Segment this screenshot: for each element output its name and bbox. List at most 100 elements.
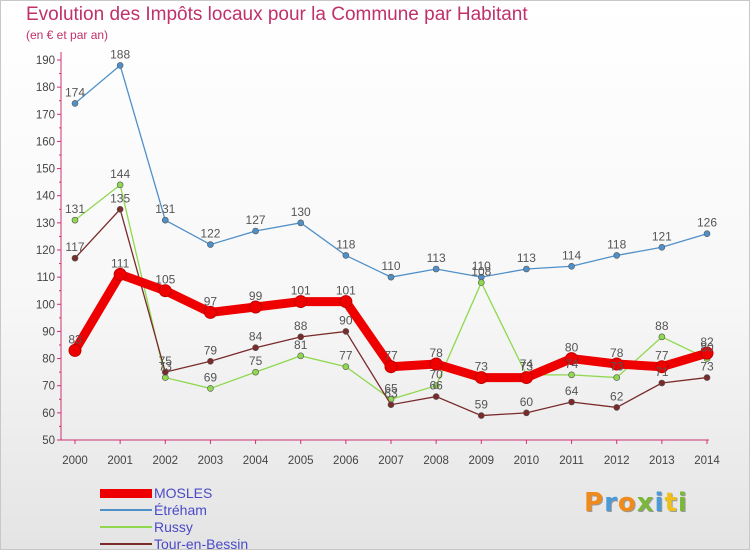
y-tick-label: 180 xyxy=(36,82,55,94)
data-point-russy xyxy=(432,382,440,390)
y-tick-label: 150 xyxy=(36,164,55,176)
data-point-tour-en-bessin xyxy=(568,398,575,406)
data-label-russy: 88 xyxy=(655,319,669,333)
legend-label-russy: Russy xyxy=(154,519,193,535)
data-label-mosles: 78 xyxy=(610,346,624,360)
data-point-tour-en-bessin xyxy=(703,374,711,381)
data-label-mosles: 73 xyxy=(475,360,489,374)
data-label-tour-en-bessin: 66 xyxy=(429,379,443,393)
data-point-etreham xyxy=(703,230,711,238)
data-label-etreham: 131 xyxy=(155,202,175,216)
data-point-mosles xyxy=(113,267,127,281)
legend-swatch-russy xyxy=(100,526,152,528)
y-tick-label: 140 xyxy=(36,191,55,203)
data-label-tour-en-bessin: 75 xyxy=(159,354,173,368)
data-label-russy: 73 xyxy=(610,360,624,374)
data-point-russy xyxy=(477,279,485,286)
data-point-tour-en-bessin xyxy=(432,393,440,400)
logo-letter: x xyxy=(636,488,655,518)
data-label-russy: 81 xyxy=(294,338,308,352)
data-label-mosles: 77 xyxy=(655,349,669,363)
data-label-etreham: 114 xyxy=(562,248,581,262)
data-point-tour-en-bessin xyxy=(523,409,530,417)
data-label-etreham: 127 xyxy=(246,213,266,227)
legend-swatch-mosles xyxy=(100,489,152,498)
y-tick-label: 170 xyxy=(36,109,55,121)
y-tick-label: 50 xyxy=(42,435,55,447)
data-label-tour-en-bessin: 60 xyxy=(520,395,534,409)
logo-letter: o xyxy=(617,488,637,518)
x-tick-label: 2014 xyxy=(694,455,720,467)
data-point-etreham xyxy=(432,265,440,273)
data-label-mosles: 77 xyxy=(384,349,398,363)
data-point-mosles xyxy=(294,295,308,309)
y-tick-label: 60 xyxy=(42,408,55,420)
data-label-tour-en-bessin: 84 xyxy=(249,330,263,344)
y-tick-label: 90 xyxy=(42,326,55,338)
data-point-etreham xyxy=(568,262,575,270)
data-label-mosles: 99 xyxy=(249,289,263,303)
y-tick-label: 110 xyxy=(37,272,55,284)
data-point-etreham xyxy=(387,273,395,281)
data-point-mosles xyxy=(610,357,624,371)
data-point-tour-en-bessin xyxy=(207,357,214,365)
data-label-russy: 70 xyxy=(429,368,443,382)
data-point-tour-en-bessin xyxy=(71,254,79,262)
logo-letter: t xyxy=(664,488,678,518)
data-label-russy: 131 xyxy=(65,202,85,216)
logo-letter: i xyxy=(654,488,665,518)
data-label-tour-en-bessin: 63 xyxy=(384,387,398,401)
data-point-russy xyxy=(658,333,666,341)
y-tick-label: 80 xyxy=(42,354,55,366)
y-tick-label: 120 xyxy=(36,245,55,257)
data-point-tour-en-bessin xyxy=(297,333,305,341)
x-tick-label: 2012 xyxy=(604,455,630,467)
data-label-etreham: 110 xyxy=(381,259,400,273)
data-point-tour-en-bessin xyxy=(116,205,124,213)
x-tick-label: 2000 xyxy=(62,455,88,467)
data-point-mosles xyxy=(474,371,488,385)
y-tick-label: 130 xyxy=(36,218,55,230)
data-label-etreham: 122 xyxy=(200,227,220,241)
data-label-russy: 80 xyxy=(700,341,714,355)
data-point-russy xyxy=(297,352,305,360)
data-point-etreham xyxy=(116,62,124,69)
data-point-russy xyxy=(568,371,575,379)
chart-subtitle: (en € et par an) xyxy=(26,28,109,42)
data-point-mosles xyxy=(384,360,398,374)
x-tick-label: 2007 xyxy=(378,455,404,467)
logo-letter: r xyxy=(604,488,618,518)
data-point-tour-en-bessin xyxy=(477,412,485,419)
data-label-tour-en-bessin: 73 xyxy=(700,360,714,374)
data-point-russy xyxy=(613,374,621,381)
data-label-etreham: 121 xyxy=(652,229,672,243)
data-point-mosles xyxy=(519,371,533,385)
data-label-etreham: 118 xyxy=(336,237,355,251)
data-point-mosles xyxy=(655,360,669,374)
data-label-mosles: 111 xyxy=(111,256,130,270)
data-point-etreham xyxy=(613,252,621,259)
data-label-etreham: 118 xyxy=(607,237,626,251)
data-point-mosles xyxy=(565,352,579,366)
data-label-russy: 144 xyxy=(110,167,130,181)
data-label-etreham: 126 xyxy=(697,216,717,230)
data-label-tour-en-bessin: 59 xyxy=(475,398,489,412)
legend-label-tour-en-bessin: Tour-en-Bessin xyxy=(154,536,249,552)
data-point-etreham xyxy=(71,100,79,107)
y-tick-label: 160 xyxy=(36,136,55,148)
data-label-tour-en-bessin: 117 xyxy=(65,240,84,254)
data-point-russy xyxy=(207,385,214,392)
data-label-russy: 74 xyxy=(565,357,579,371)
data-point-tour-en-bessin xyxy=(342,328,350,335)
x-tick-label: 2009 xyxy=(468,455,494,467)
data-label-mosles: 101 xyxy=(291,284,311,298)
data-label-mosles: 78 xyxy=(429,346,443,360)
data-label-russy: 65 xyxy=(384,381,398,395)
data-point-russy xyxy=(161,374,169,381)
x-tick-label: 2013 xyxy=(649,455,675,467)
data-point-tour-en-bessin xyxy=(252,344,259,352)
data-point-tour-en-bessin xyxy=(161,368,169,376)
x-tick-label: 2004 xyxy=(243,455,269,467)
data-label-russy: 69 xyxy=(204,370,218,384)
